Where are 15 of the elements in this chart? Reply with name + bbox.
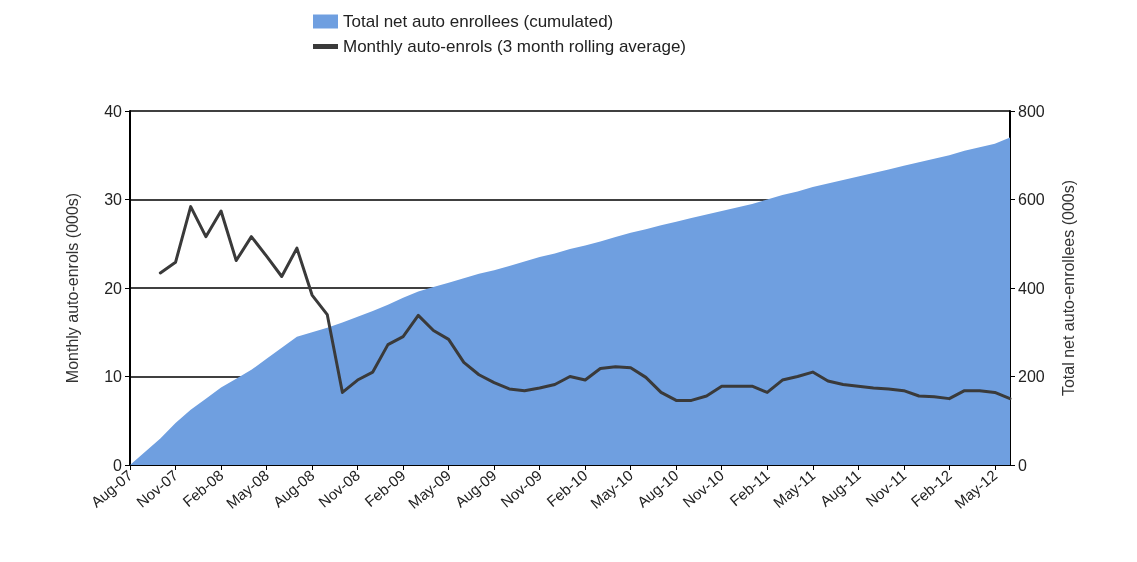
legend-label: Total net auto enrollees (cumulated) — [343, 12, 614, 31]
y-tick-label: 20 — [104, 279, 123, 297]
y-axis-title: Monthly auto-enrols (000s) — [63, 192, 81, 384]
y-tick-label: 10 — [104, 368, 123, 385]
y-tick-label: 40 — [104, 102, 123, 120]
legend-label: Monthly auto-enrols (3 month rolling average) — [343, 37, 687, 56]
y2-tick-label: 400 — [1018, 279, 1045, 297]
y-tick-label: 30 — [104, 191, 123, 208]
y2-tick-label: 0 — [1018, 456, 1027, 474]
y2-tick-label: 200 — [1018, 368, 1045, 385]
y2-tick-label: 600 — [1018, 191, 1045, 208]
y-tick-label: 0 — [113, 456, 123, 474]
line-series — [158, 205, 1012, 402]
y2-tick-label: 800 — [1018, 102, 1045, 120]
y2-axis-title: Total net auto-enrollees (000s) — [1059, 179, 1077, 397]
